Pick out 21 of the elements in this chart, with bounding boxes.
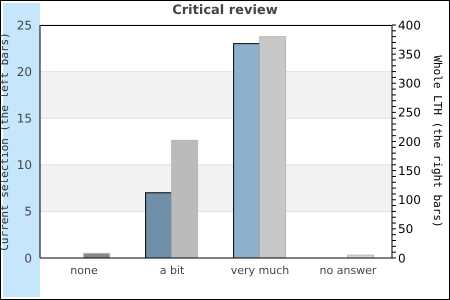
y2-tick-label: 150 xyxy=(398,164,421,178)
y-tick-label: 5 xyxy=(24,204,32,219)
y-tick-label: 10 xyxy=(16,158,32,172)
y2-tick-label: 200 xyxy=(398,134,421,149)
y2-tick-label: 50 xyxy=(398,222,414,236)
chart-title: Critical review xyxy=(171,3,279,18)
x-tick-label: no answer xyxy=(320,264,377,277)
x-tick-label: none xyxy=(70,264,98,277)
y-tick-label: 20 xyxy=(16,64,32,79)
y-tick-label: 15 xyxy=(16,111,32,126)
x-tick-label: very much xyxy=(230,264,290,277)
y2-tick-label: 250 xyxy=(398,106,421,120)
y2-tick-label: 400 xyxy=(398,18,421,32)
y2-tick-label: 300 xyxy=(398,76,421,91)
y2-axis-title: Whole LTH (the right bars) xyxy=(431,55,444,228)
x-tick-label: a bit xyxy=(160,264,185,277)
y-tick-label: 0 xyxy=(24,251,32,266)
y-tick-label: 25 xyxy=(16,18,32,32)
y2-tick-label: 350 xyxy=(398,47,421,62)
y2-tick-label: 0 xyxy=(398,251,406,266)
y2-tick-label: 100 xyxy=(398,193,421,208)
